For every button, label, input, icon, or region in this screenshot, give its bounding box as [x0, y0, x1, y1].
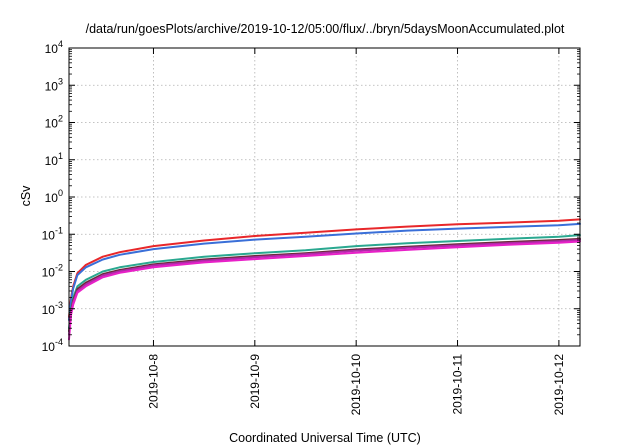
y-tick-label: 100	[45, 188, 63, 205]
grid-lines	[69, 48, 580, 346]
chart-title: /data/run/goesPlots/archive/2019-10-12/0…	[86, 22, 565, 36]
series-line-2	[68, 222, 581, 321]
series-line-3	[68, 234, 581, 330]
x-tick-label: 2019-10-9	[248, 354, 262, 409]
y-tick-label: 10-2	[42, 263, 63, 280]
y-tick-label: 102	[45, 114, 63, 131]
y-tick-label: 101	[45, 151, 63, 168]
x-tick-label: 2019-10-11	[451, 354, 465, 415]
y-tick-label: 10-4	[42, 337, 63, 354]
x-axis-title: Coordinated Universal Time (UTC)	[229, 431, 421, 445]
series-lines	[68, 218, 581, 341]
y-axis-title: cSv	[19, 185, 33, 207]
series-line-6	[68, 240, 581, 341]
y-tick-label: 103	[45, 76, 63, 93]
y-tick-label: 10-1	[42, 225, 63, 242]
y-tick-label: 10-3	[42, 300, 63, 317]
x-tick-label: 2019-10-10	[349, 354, 363, 416]
axis-ticks: 10-4 10-3 10-2 10-1 100 101 102 103 104 2019-10-8…	[42, 39, 580, 415]
x-tick-label: 2019-10-12	[552, 354, 566, 416]
x-tick-label: 2019-10-8	[146, 354, 160, 409]
y-tick-label: 104	[45, 39, 63, 56]
